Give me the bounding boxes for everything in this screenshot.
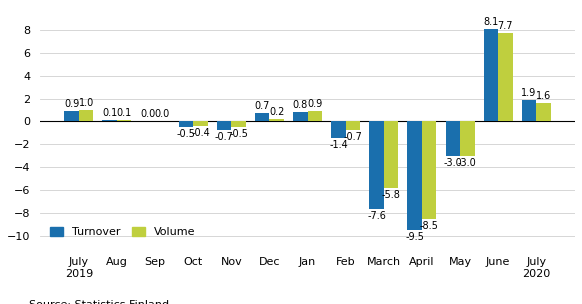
Text: -9.5: -9.5 (405, 232, 424, 242)
Text: 0.8: 0.8 (293, 100, 308, 110)
Bar (79, 110, 93, 122)
Bar (460, 122, 474, 156)
Bar (117, 120, 132, 122)
Text: 0.1: 0.1 (102, 108, 118, 118)
Text: 0.0: 0.0 (140, 109, 155, 119)
Bar (384, 122, 398, 188)
Text: -3.0: -3.0 (458, 158, 477, 168)
Text: -0.7: -0.7 (215, 132, 233, 142)
Bar (446, 122, 460, 156)
Text: 0.7: 0.7 (254, 102, 270, 111)
Text: 1.0: 1.0 (79, 98, 94, 108)
Text: 0.2: 0.2 (269, 107, 285, 117)
Bar (179, 122, 193, 127)
Text: -7.6: -7.6 (367, 211, 386, 221)
Bar (217, 122, 231, 130)
Bar (255, 113, 269, 122)
Bar (370, 122, 384, 209)
Text: 0.9: 0.9 (64, 99, 79, 109)
Bar (65, 111, 79, 122)
Bar (346, 122, 360, 130)
Bar (498, 33, 513, 122)
Bar (269, 119, 284, 122)
Text: 1.9: 1.9 (521, 88, 537, 98)
Text: 7.7: 7.7 (498, 21, 513, 31)
Text: Source: Statistics Finland: Source: Statistics Finland (29, 300, 169, 304)
Bar (331, 122, 346, 137)
Bar (407, 122, 422, 230)
Text: 0.0: 0.0 (155, 109, 170, 119)
Legend: Turnover, Volume: Turnover, Volume (45, 223, 200, 242)
Bar (193, 122, 208, 126)
Bar (422, 122, 436, 219)
Bar (293, 112, 307, 122)
Bar (536, 103, 551, 122)
Bar (484, 29, 498, 122)
Bar (102, 120, 117, 122)
Text: -0.5: -0.5 (176, 129, 196, 139)
Text: -0.5: -0.5 (229, 129, 248, 139)
Text: -8.5: -8.5 (420, 221, 439, 231)
Text: -0.7: -0.7 (343, 132, 363, 142)
Bar (307, 111, 322, 122)
Text: -5.8: -5.8 (382, 190, 400, 200)
Text: 0.1: 0.1 (116, 108, 132, 118)
Text: -3.0: -3.0 (443, 158, 462, 168)
Bar (522, 100, 536, 122)
Text: 0.9: 0.9 (307, 99, 322, 109)
Text: -1.4: -1.4 (329, 140, 348, 150)
Bar (231, 122, 246, 127)
Text: -0.4: -0.4 (191, 128, 210, 138)
Text: 1.6: 1.6 (536, 91, 551, 101)
Text: 8.1: 8.1 (483, 17, 499, 27)
